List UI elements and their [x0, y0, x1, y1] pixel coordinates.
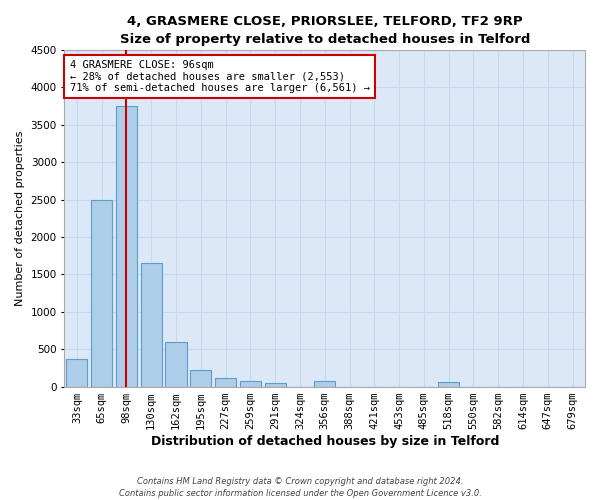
X-axis label: Distribution of detached houses by size in Telford: Distribution of detached houses by size …: [151, 434, 499, 448]
Bar: [265, 383, 286, 386]
Bar: [314, 382, 335, 386]
Bar: [116, 106, 137, 386]
Bar: [140, 263, 162, 386]
Bar: [67, 359, 88, 386]
Text: Contains HM Land Registry data © Crown copyright and database right 2024.
Contai: Contains HM Land Registry data © Crown c…: [119, 476, 481, 498]
Text: 4 GRASMERE CLOSE: 96sqm
← 28% of detached houses are smaller (2,553)
71% of semi: 4 GRASMERE CLOSE: 96sqm ← 28% of detache…: [70, 60, 370, 93]
Y-axis label: Number of detached properties: Number of detached properties: [15, 130, 25, 306]
Bar: [240, 382, 261, 386]
Bar: [438, 382, 459, 386]
Bar: [166, 342, 187, 386]
Bar: [215, 378, 236, 386]
Bar: [190, 370, 211, 386]
Bar: [91, 200, 112, 386]
Title: 4, GRASMERE CLOSE, PRIORSLEE, TELFORD, TF2 9RP
Size of property relative to deta: 4, GRASMERE CLOSE, PRIORSLEE, TELFORD, T…: [119, 15, 530, 46]
